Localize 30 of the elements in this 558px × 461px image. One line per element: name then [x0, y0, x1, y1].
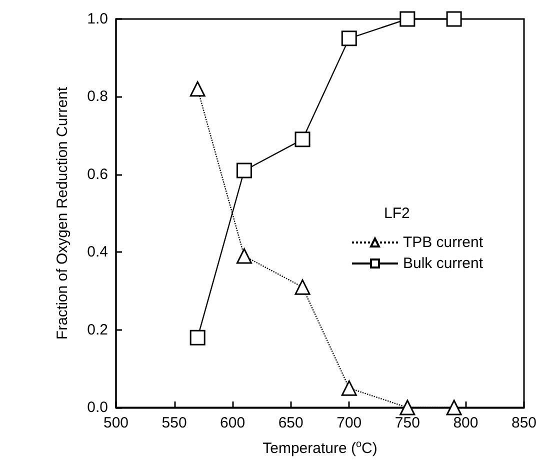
point: [400, 400, 416, 416]
legend-title: LF2: [384, 205, 410, 222]
point: [190, 81, 206, 97]
point: [294, 132, 310, 148]
x-tick-label: 850: [511, 414, 537, 432]
point: [400, 11, 416, 27]
point: [341, 30, 357, 46]
y-tick-label: 1.0: [87, 10, 108, 28]
y-tick-label: 0.6: [87, 166, 108, 183]
x-tick-label: 750: [394, 414, 420, 432]
point: [236, 162, 252, 178]
point: [341, 380, 357, 396]
point: [446, 400, 462, 416]
y-tick-label: 0.2: [87, 321, 108, 338]
x-tick-label: 650: [278, 414, 304, 432]
x-tick-label: 500: [103, 414, 129, 432]
point: [294, 279, 310, 295]
y-axis-title: Fraction of Oxygen Reduction Current: [54, 86, 71, 340]
y-tick-label: 0.4: [87, 244, 108, 261]
point: [190, 330, 206, 346]
x-tick-label: 700: [336, 414, 362, 432]
point: [236, 248, 252, 264]
legend-label: TPB current: [402, 234, 484, 251]
x-tick-label: 550: [162, 414, 187, 432]
legend-label: Bulk current: [402, 255, 484, 272]
y-tick-label: 0.8: [87, 88, 108, 106]
x-tick-label: 800: [453, 414, 478, 432]
x-tick-label: 600: [220, 414, 246, 432]
y-tick-label: 0.0: [87, 399, 108, 416]
point: [446, 11, 462, 27]
